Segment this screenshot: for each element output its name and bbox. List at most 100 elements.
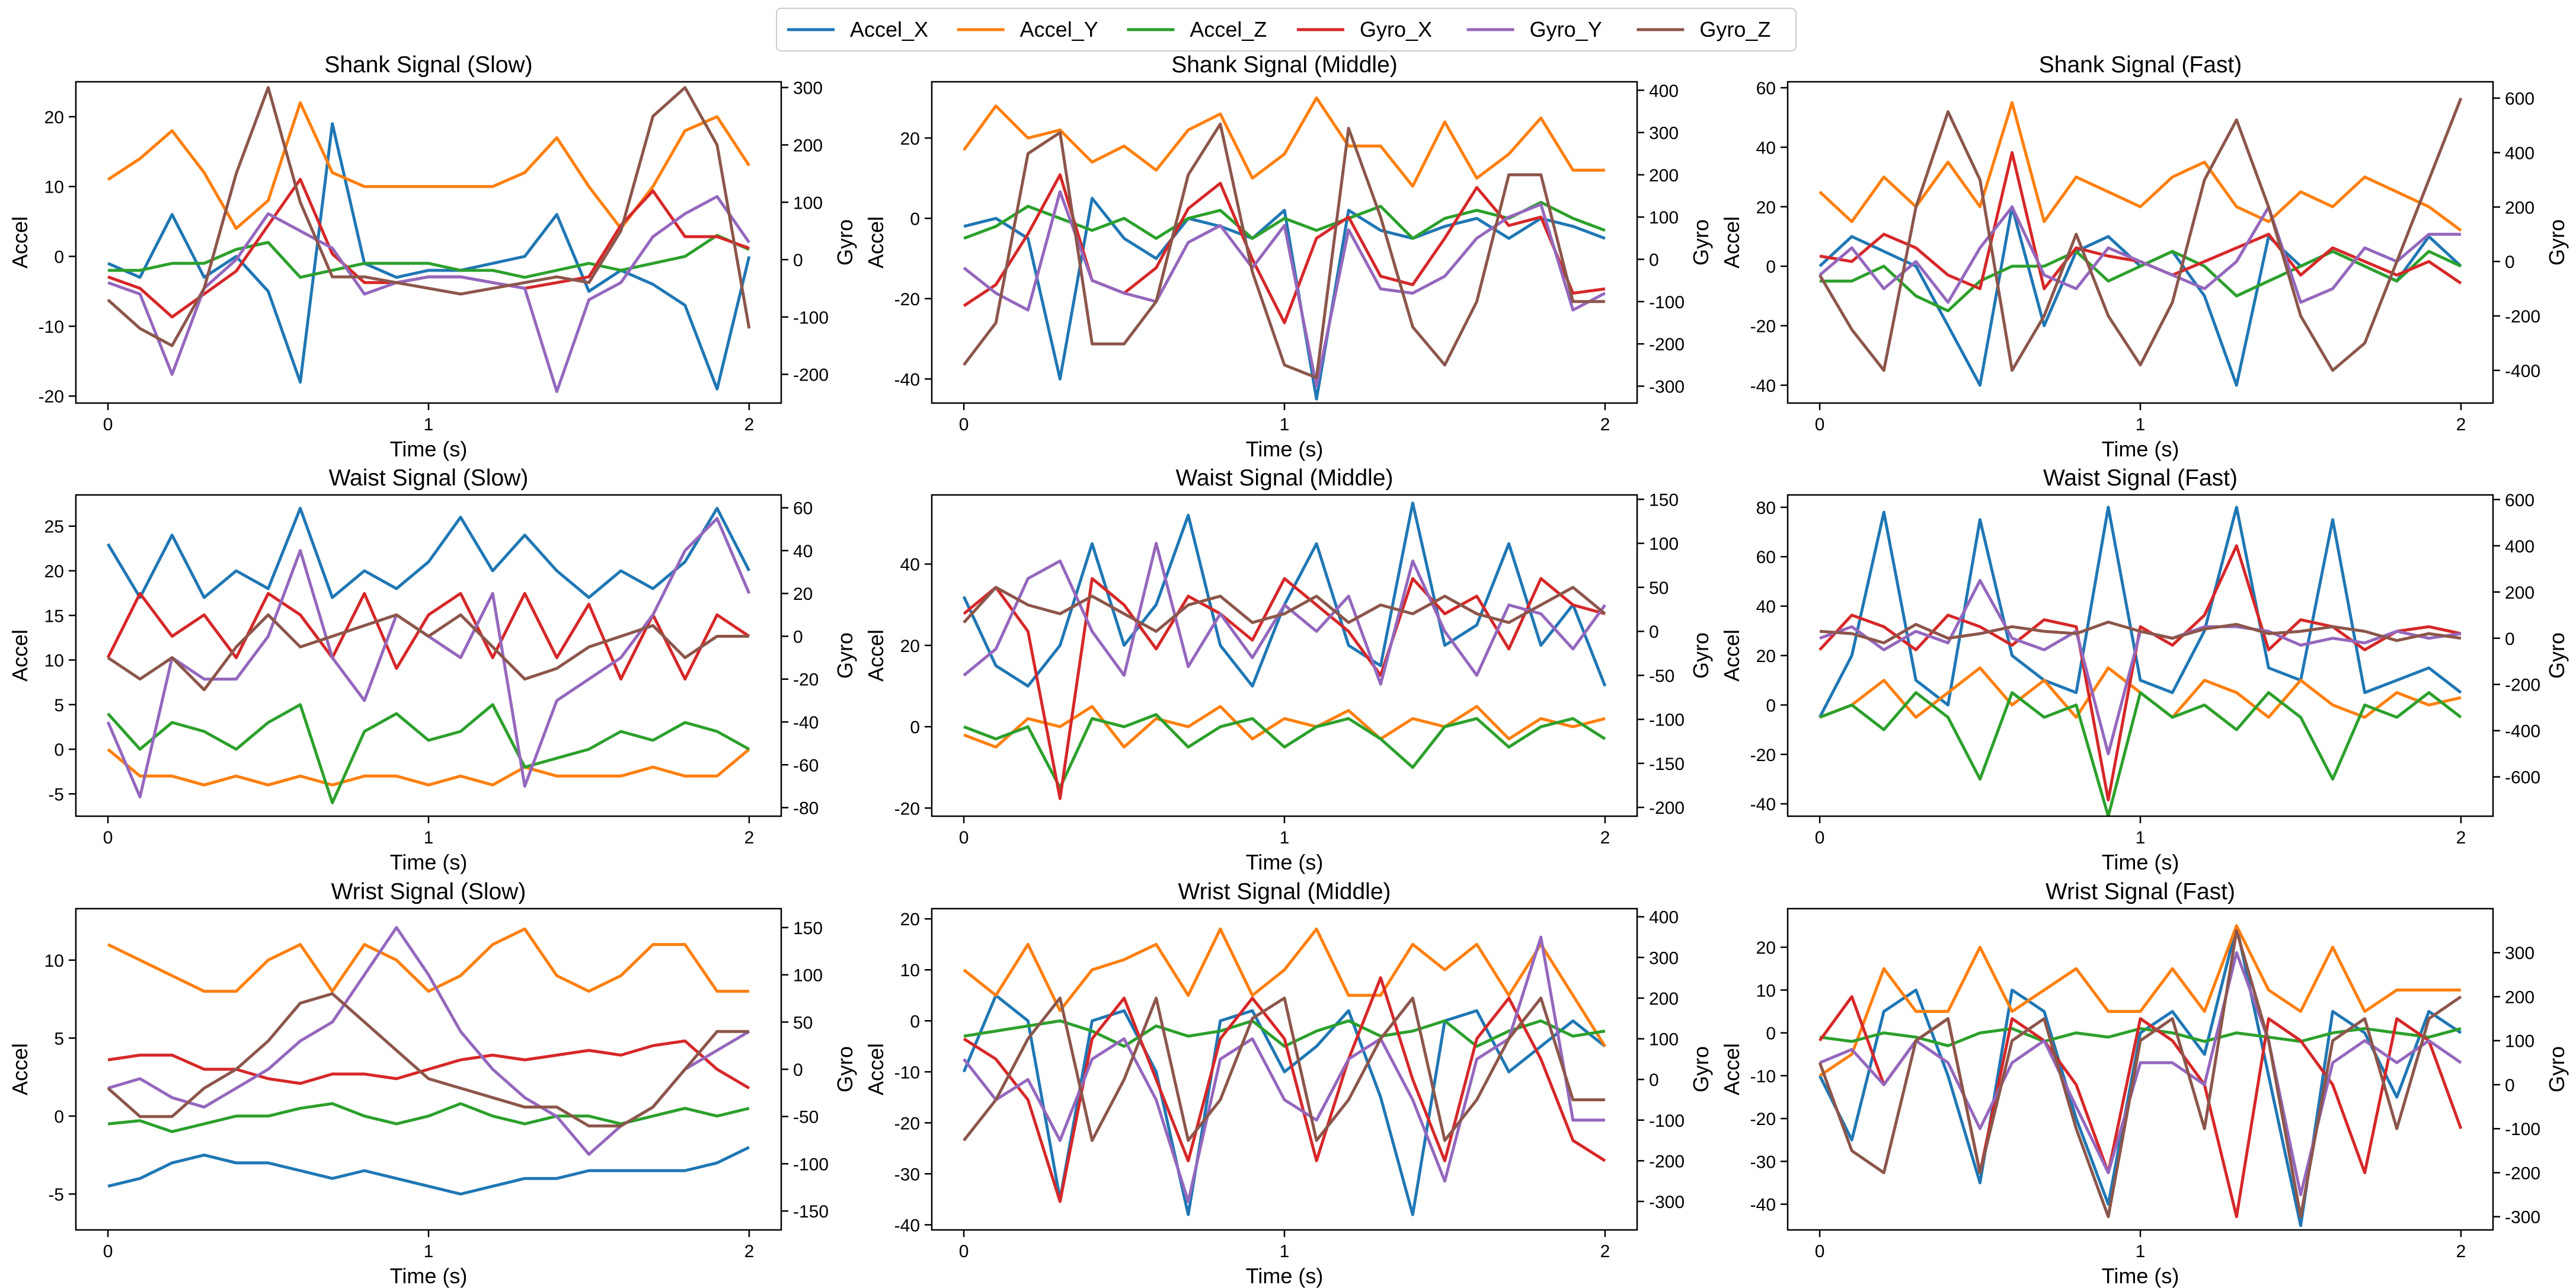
y-tick-label: -40 [1750, 1196, 1776, 1215]
series-line-gyro-z [963, 122, 1605, 379]
x-tick-label: 0 [1815, 828, 1825, 848]
series-line-gyro-z [963, 996, 1605, 1142]
y2-tick-label: -200 [1649, 335, 1685, 354]
series-line-accel-z [963, 713, 1606, 790]
y-tick-label: 40 [1756, 138, 1776, 158]
plot-frame [75, 81, 782, 404]
y-tick-label: -20 [894, 799, 920, 819]
chart-waist-signal-fast: 0 1 2-40-20020406080-600-400-2000200400600… [1720, 465, 2569, 874]
y-tick-label: 15 [44, 606, 64, 626]
y2-tick-label: 600 [2505, 90, 2535, 109]
x-tick-label: 0 [103, 828, 113, 848]
x-tick-label: 0 [1815, 1242, 1825, 1261]
chart-title: Wrist Signal (Fast) [2046, 879, 2235, 905]
plot-frame [1786, 81, 2494, 404]
y-tick-label: 5 [54, 696, 64, 715]
y2-tick-label: 150 [1649, 490, 1679, 510]
x-axis-label: Time (s) [2102, 850, 2179, 874]
y2-axis-label: Gyro [833, 632, 857, 679]
series-line-accel-y [963, 927, 1607, 1047]
y-axis-label: Accel [1720, 216, 1744, 269]
chart-title: Wrist Signal (Slow) [331, 879, 526, 905]
y-tick-label: -5 [48, 1185, 64, 1204]
y2-tick-label: 0 [2505, 629, 2515, 649]
y-tick-label: 10 [44, 178, 64, 197]
y2-tick-label: 100 [2505, 1032, 2535, 1052]
series-line-gyro-z [107, 992, 749, 1128]
y-tick-label: -20 [894, 1114, 920, 1133]
chart-title: Shank Signal (Middle) [1171, 52, 1398, 78]
series-line-gyro-y [1818, 205, 2461, 304]
plot-frame [1786, 494, 2494, 817]
y-tick-label: 40 [900, 555, 920, 575]
y-tick-label: 0 [1766, 257, 1776, 277]
y-tick-label: -10 [39, 317, 64, 337]
y2-tick-label: -80 [793, 799, 819, 819]
legend: Accel_X Accel_Y Accel_Z Gyro_X Gyro_Y Gyro_Z [776, 8, 1797, 52]
series-line-gyro-y [107, 926, 750, 1156]
y-tick-label: 5 [54, 1029, 64, 1049]
y-axis-label: Accel [864, 1043, 888, 1095]
series-line-gyro-y [1819, 579, 2462, 756]
y-tick-label: -10 [1750, 1067, 1776, 1086]
series-group [963, 96, 1606, 401]
y-tick-label: -20 [894, 290, 920, 309]
y-tick-label: 80 [1756, 498, 1776, 518]
y2-tick-label: -300 [1649, 1193, 1685, 1212]
y2-tick-label: 50 [793, 1013, 813, 1033]
series-line-accel-x [1818, 924, 2462, 1228]
plot-frame [931, 494, 1638, 817]
series-line-gyro-y [963, 542, 1606, 686]
y2-tick-label: -400 [2505, 362, 2540, 381]
legend-label-gyro-z: Gyro_Z [1699, 17, 1770, 41]
y2-tick-label: -300 [2505, 1208, 2540, 1228]
y2-tick-label: -100 [2505, 1120, 2540, 1139]
y2-tick-label: -60 [793, 756, 819, 775]
y2-axis-label: Gyro [2545, 632, 2569, 679]
y2-tick-label: -20 [793, 670, 819, 690]
y2-tick-label: -100 [1649, 1111, 1685, 1131]
y2-tick-label: -50 [1649, 666, 1674, 686]
series-line-gyro-y [107, 195, 750, 394]
y2-tick-label: 60 [793, 499, 813, 519]
x-tick-label: 2 [2456, 1242, 2466, 1261]
series-line-accel-x [107, 122, 751, 391]
x-axis-label: Time (s) [1246, 437, 1324, 461]
y-tick-label: -40 [894, 1216, 920, 1235]
y-tick-label: -20 [1750, 746, 1776, 765]
y2-tick-label: 0 [793, 627, 803, 647]
y2-tick-label: 0 [793, 251, 803, 270]
y2-tick-label: 100 [1649, 1030, 1679, 1050]
x-tick-label: 1 [2136, 828, 2146, 848]
chart-waist-signal-slow: 0 1 2 -5 0 5 10 15 20 25 -80 -60 -40 -20 0 20 40 60 Waist … [8, 465, 857, 874]
y-tick-label: 10 [1756, 981, 1776, 1001]
x-tick-label: 1 [1280, 415, 1290, 434]
series-line-gyro-y [963, 935, 1605, 1203]
series-group [962, 927, 1607, 1216]
y-tick-label: 10 [44, 951, 64, 971]
chart-waist-signal-middle: 0 1 2-2002040-200-150-100-50050100150Waist… [864, 465, 1713, 874]
series-line-gyro-z [963, 586, 1606, 633]
y-tick-label: 60 [1756, 548, 1776, 567]
x-axis-label: Time (s) [2102, 1264, 2179, 1288]
legend-frame [776, 8, 1797, 52]
y2-tick-label: -200 [793, 366, 829, 385]
y2-tick-label: 400 [2505, 537, 2535, 557]
y2-tick-label: -200 [1649, 1152, 1685, 1171]
y2-tick-label: 0 [1649, 622, 1659, 642]
y2-tick-label: -100 [1649, 293, 1685, 312]
y-tick-label: -20 [1750, 1110, 1776, 1129]
y-tick-label: 20 [900, 637, 920, 656]
y2-tick-label: -40 [793, 713, 819, 733]
y-axis-label: Accel [8, 629, 32, 682]
series-line-accel-z [1819, 691, 2462, 816]
chart-title: Shank Signal (Slow) [324, 52, 532, 78]
y-tick-label: 10 [44, 651, 64, 671]
y2-tick-label: 50 [1649, 579, 1669, 598]
y2-tick-label: 0 [2505, 1076, 2515, 1095]
chart-wrist-signal-middle: 0 1 2-40-30-20-1001020-300-200-10001002003… [864, 879, 1713, 1288]
chart-shank-signal-fast: 0 1 2-40-200204060-400-2000200400600Shank … [1720, 52, 2569, 461]
x-axis-label: Time (s) [1246, 1264, 1324, 1288]
